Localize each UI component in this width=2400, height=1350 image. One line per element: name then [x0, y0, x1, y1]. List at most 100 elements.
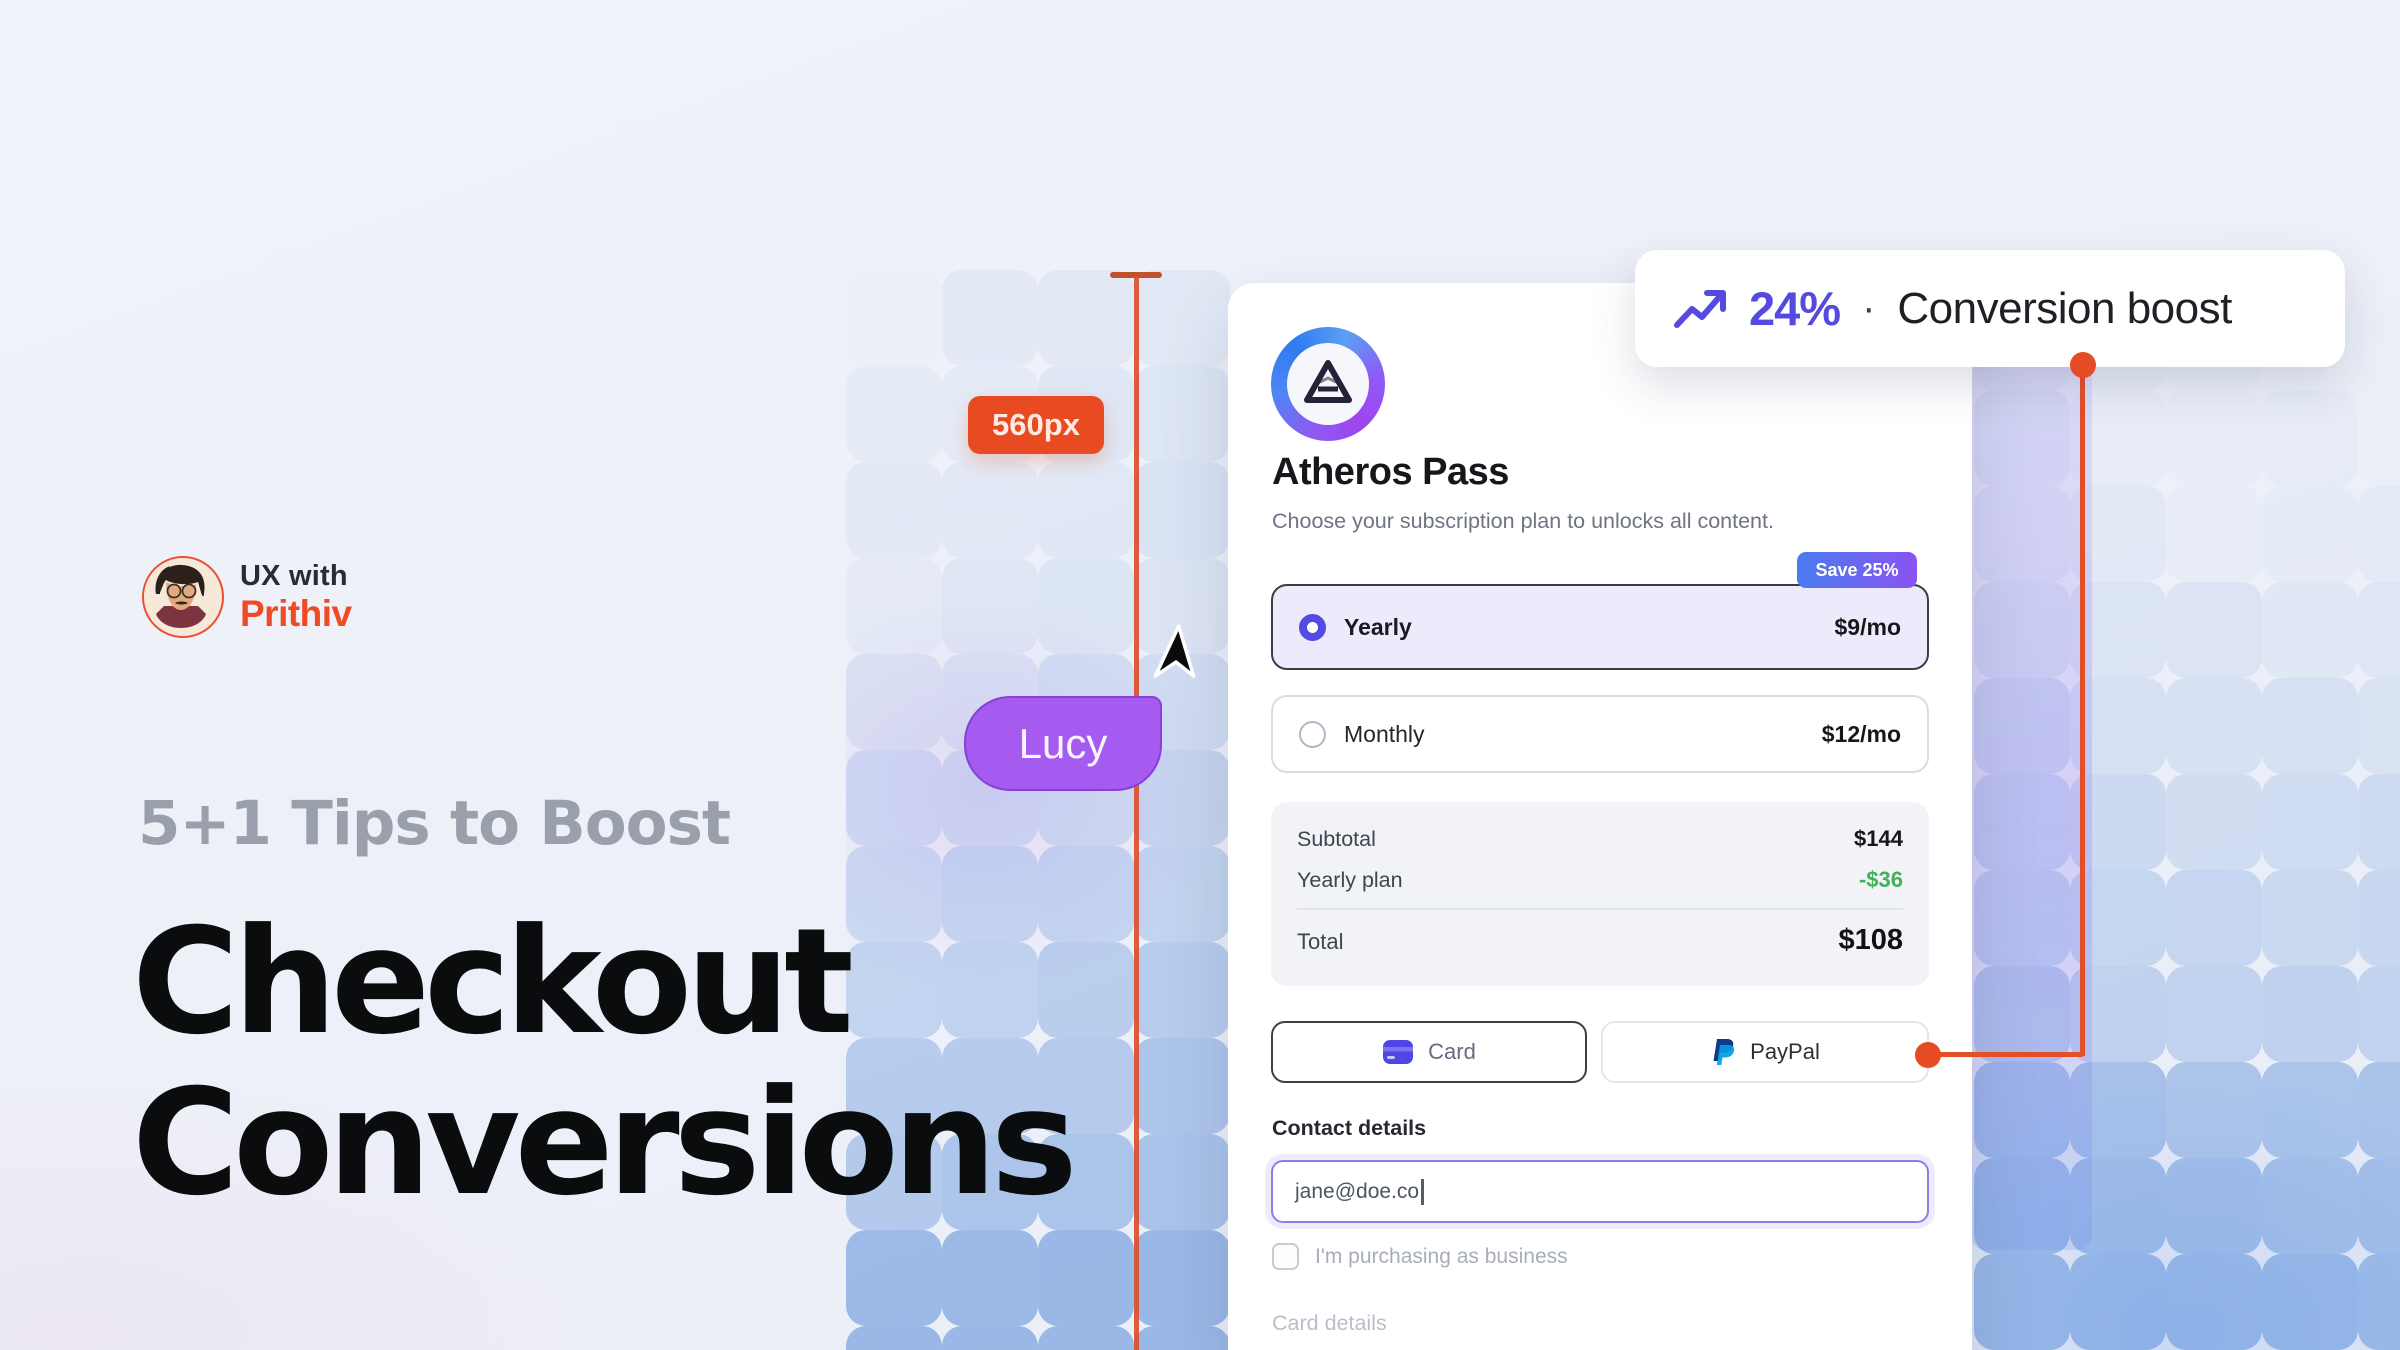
- mosaic-tile: [2070, 582, 2166, 678]
- summary-row-subtotal: Subtotal $144: [1297, 826, 1903, 852]
- mosaic-tile: [942, 846, 1038, 942]
- email-input[interactable]: jane@doe.co: [1271, 1160, 1929, 1223]
- brand-lockup: UX with Prithiv: [142, 556, 352, 638]
- mosaic-tile: [1134, 1038, 1230, 1134]
- mouse-cursor-icon: [1146, 622, 1210, 697]
- mosaic-tile: [942, 462, 1038, 558]
- avatar: [142, 556, 224, 638]
- mosaic-tile: [846, 558, 942, 654]
- mosaic-tile: [2262, 966, 2358, 1062]
- pay-method-card-button[interactable]: Card: [1271, 1021, 1587, 1083]
- mosaic-tile: [2166, 1062, 2262, 1158]
- mosaic-tile: [2358, 774, 2400, 870]
- mosaic-tile: [1134, 942, 1230, 1038]
- mosaic-tile: [846, 1326, 942, 1350]
- summary-row-discount: Yearly plan -$36: [1297, 867, 1903, 893]
- mosaic-tile: [846, 1134, 942, 1230]
- mosaic-tile: [1974, 582, 2070, 678]
- connector-dot-bottom: [1915, 1042, 1941, 1068]
- conversion-metric-tooltip: 24% · Conversion boost: [1635, 250, 2345, 367]
- headline-title-line2: Conversions: [132, 1058, 1078, 1228]
- mosaic-tile: [1038, 846, 1134, 942]
- mosaic-tile: [2262, 678, 2358, 774]
- mosaic-tile: [846, 270, 942, 366]
- product-subtitle: Choose your subscription plan to unlocks…: [1272, 509, 1774, 533]
- mosaic-tile: [1038, 942, 1134, 1038]
- mosaic-tile: [2262, 486, 2358, 582]
- mosaic-tile: [1038, 1134, 1134, 1230]
- mosaic-tile: [1974, 774, 2070, 870]
- mosaic-tile: [1134, 1134, 1230, 1230]
- mosaic-tile: [2070, 870, 2166, 966]
- text-caret: [1421, 1178, 1424, 1205]
- total-value: $108: [1838, 923, 1903, 956]
- mosaic-tile: [2166, 774, 2262, 870]
- mosaic-tile: [2070, 966, 2166, 1062]
- business-checkbox-row[interactable]: I'm purchasing as business: [1272, 1243, 1568, 1270]
- total-label: Total: [1297, 928, 1344, 954]
- cursor-name-tag: Lucy: [964, 696, 1162, 791]
- metric-separator: ·: [1862, 286, 1876, 330]
- mosaic-tile: [1134, 846, 1230, 942]
- mosaic-tile: [2358, 582, 2400, 678]
- mosaic-tile: [942, 558, 1038, 654]
- mosaic-tile: [942, 1134, 1038, 1230]
- mosaic-tile: [2070, 678, 2166, 774]
- mosaic-tile: [2262, 390, 2358, 486]
- mosaic-tile: [2262, 1254, 2358, 1350]
- radio-selected-icon[interactable]: [1299, 613, 1326, 641]
- mosaic-tile: [2166, 870, 2262, 966]
- mosaic-tile: [942, 270, 1038, 366]
- mosaic-tile: [2358, 678, 2400, 774]
- mosaic-tile: [2166, 390, 2262, 486]
- pay-paypal-label: PayPal: [1750, 1039, 1820, 1064]
- atheros-logo-mark: [1287, 343, 1369, 425]
- mosaic-tile: [2358, 486, 2400, 582]
- mosaic-tile: [1134, 270, 1230, 366]
- mosaic-tile: [1038, 558, 1134, 654]
- brand-name: Prithiv: [240, 593, 352, 634]
- mosaic-tile: [2070, 1158, 2166, 1254]
- mosaic-tile: [1974, 1062, 2070, 1158]
- mosaic-tile: [846, 1038, 942, 1134]
- metric-label: Conversion boost: [1897, 283, 2232, 333]
- atheros-logo: [1271, 327, 1385, 441]
- mosaic-tile: [1038, 1038, 1134, 1134]
- yearly-plan-label: Yearly plan: [1297, 868, 1403, 892]
- mosaic-tile: [1038, 270, 1134, 366]
- mosaic-tile: [846, 942, 942, 1038]
- mosaic-tile: [942, 1230, 1038, 1326]
- contact-details-label: Contact details: [1272, 1116, 1427, 1140]
- mosaic-tile: [2358, 1062, 2400, 1158]
- trending-up-icon: [1674, 289, 1726, 328]
- mosaic-tile: [1974, 870, 2070, 966]
- plan-option-yearly[interactable]: Yearly $9/mo: [1271, 584, 1929, 670]
- card-details-label: Card details: [1272, 1311, 1387, 1335]
- save-badge: Save 25%: [1797, 552, 1917, 588]
- radio-unselected-icon[interactable]: [1299, 720, 1326, 748]
- plan-option-monthly[interactable]: Monthly $12/mo: [1271, 695, 1929, 773]
- measure-line-cap: [1110, 272, 1162, 278]
- headline-title: Checkout Conversions: [132, 902, 1078, 1228]
- mosaic-tile: [846, 1230, 942, 1326]
- mosaic-tile: [2358, 870, 2400, 966]
- mosaic-tile: [2358, 294, 2400, 390]
- mosaic-tile: [1974, 1254, 2070, 1350]
- mosaic-tile: [846, 366, 942, 462]
- mosaic-tile: [1038, 1230, 1134, 1326]
- plan-monthly-label: Monthly: [1344, 720, 1425, 747]
- mosaic-tile: [942, 1038, 1038, 1134]
- checkbox-icon[interactable]: [1272, 1243, 1299, 1270]
- pay-method-paypal-button[interactable]: PayPal: [1601, 1021, 1929, 1083]
- mosaic-tile: [1974, 486, 2070, 582]
- mosaic-tile: [2262, 774, 2358, 870]
- background-purple-band: [1970, 320, 2092, 1250]
- plan-yearly-label: Yearly: [1344, 613, 1412, 640]
- connector-dot-top: [2070, 352, 2096, 378]
- mosaic-tile: [2070, 486, 2166, 582]
- mosaic-tile: [846, 846, 942, 942]
- mosaic-tile: [2262, 870, 2358, 966]
- mosaic-tile: [846, 750, 942, 846]
- mosaic-tile: [942, 1326, 1038, 1350]
